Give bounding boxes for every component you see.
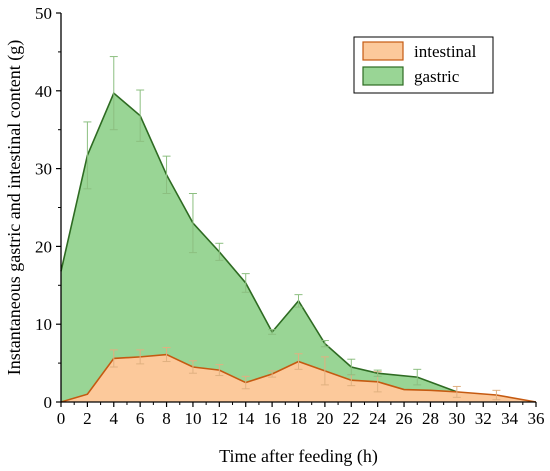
errorbar-gastric [83, 121, 92, 190]
legend-swatch-intestinal [362, 41, 404, 61]
x-tick-label: 26 [396, 409, 413, 428]
x-tick-label: 0 [57, 409, 66, 428]
y-axis-title: Instantaneous gastric and intestinal con… [4, 40, 25, 375]
errorbar-intestinal [268, 370, 277, 378]
errorbar-intestinal [452, 385, 461, 398]
errorbar-gastric [162, 155, 171, 194]
y-tick-label: 40 [35, 82, 52, 101]
legend: intestinal gastric [353, 36, 494, 94]
y-tick-label: 30 [35, 160, 52, 179]
errorbar-intestinal [188, 360, 197, 374]
errorbar-gastric [188, 192, 197, 254]
x-tick-label: 24 [369, 409, 387, 428]
x-tick-label: 30 [448, 409, 465, 428]
errorbar-layer [83, 56, 501, 401]
errorbar-gastric [215, 242, 224, 261]
y-tick-label: 50 [35, 4, 52, 23]
errorbar-intestinal [241, 375, 250, 390]
x-tick-label: 12 [211, 409, 228, 428]
errorbar-gastric [320, 340, 329, 348]
legend-label-intestinal: intestinal [414, 42, 477, 61]
errorbar-intestinal [320, 356, 329, 386]
x-tick-label: 6 [136, 409, 145, 428]
area-gastric [61, 93, 457, 402]
errorbar-gastric [347, 358, 356, 376]
errorbar-intestinal [294, 353, 303, 370]
errorbar-gastric [268, 329, 277, 335]
errorbar-intestinal [162, 347, 171, 363]
errorbar-gastric [294, 294, 303, 308]
x-tick-label: 8 [162, 409, 171, 428]
x-tick-label: 36 [528, 409, 545, 428]
y-tick-label: 0 [44, 393, 53, 412]
errorbar-gastric [109, 56, 118, 131]
x-tick-label: 32 [475, 409, 492, 428]
x-tick-label: 28 [422, 409, 439, 428]
y-tick-label: 20 [35, 237, 52, 256]
legend-label-gastric: gastric [414, 67, 460, 86]
x-tick-label: 34 [501, 409, 519, 428]
errorbar-gastric [413, 368, 422, 386]
y-tick-label: 10 [35, 315, 52, 334]
x-ticks: 0 2 4 6 8 10 12 14 16 18 20 22 24 26 28 30 32 34 36 [57, 402, 545, 428]
x-tick-label: 10 [184, 409, 201, 428]
y-ticks: 0 10 20 30 40 50 [35, 4, 61, 412]
x-tick-label: 22 [343, 409, 360, 428]
errorbar-gastric [136, 89, 145, 142]
errorbar-gastric [373, 369, 382, 377]
errorbar-gastric [241, 273, 250, 293]
x-tick-label: 14 [237, 409, 255, 428]
x-tick-label: 16 [264, 409, 281, 428]
errorbar-intestinal [136, 349, 145, 365]
line-intestinal [60, 353, 537, 403]
errorbar-intestinal [215, 364, 224, 377]
x-axis-title: Time after feeding (h) [219, 446, 378, 467]
x-tick-label: 20 [316, 409, 333, 428]
errorbar-intestinal [492, 389, 501, 401]
errorbar-intestinal [109, 349, 118, 368]
legend-swatch-gastric [362, 66, 404, 86]
x-tick-label: 18 [290, 409, 307, 428]
x-tick-label: 4 [110, 409, 119, 428]
x-tick-label: 2 [83, 409, 92, 428]
